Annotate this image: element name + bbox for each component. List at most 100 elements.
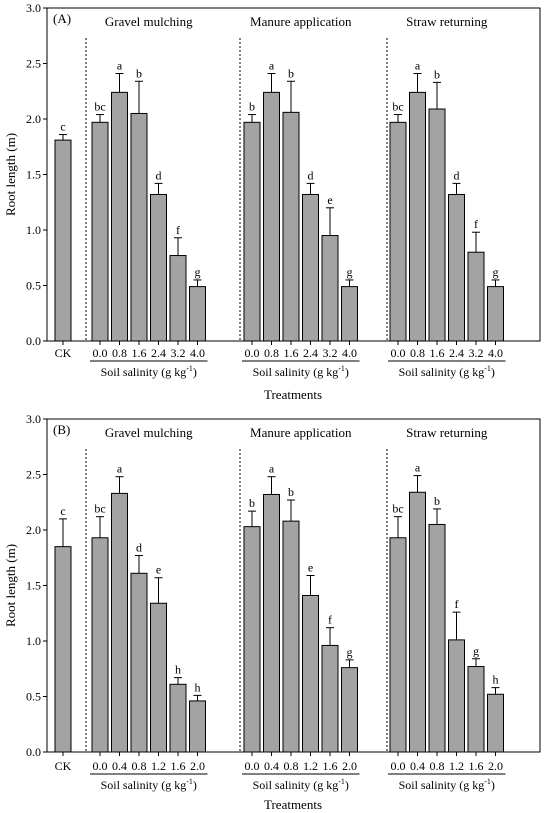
- x-tick-label: 1.2: [151, 759, 166, 773]
- significance-letter: b: [249, 496, 255, 510]
- group-title: Straw returning: [406, 14, 488, 29]
- significance-letter: b: [434, 494, 440, 508]
- x-tick-label: 1.6: [430, 346, 445, 360]
- significance-letter: h: [195, 680, 201, 694]
- bar: [111, 492, 128, 753]
- bar: [243, 526, 261, 753]
- group-x-label-sup: -1: [484, 364, 491, 373]
- group-title: Gravel mulching: [105, 14, 193, 29]
- x-axis-label: Treatments: [264, 387, 322, 402]
- significance-letter: d: [136, 541, 142, 555]
- y-tick-label: 0.0: [26, 334, 41, 348]
- significance-letter: g: [347, 265, 353, 279]
- bar: [448, 639, 465, 753]
- group-title: Manure application: [250, 425, 352, 440]
- bar: [169, 255, 187, 342]
- bar: [150, 602, 167, 753]
- significance-letter: a: [415, 58, 421, 72]
- bar: [487, 693, 504, 753]
- y-tick-label: 2.0: [26, 523, 41, 537]
- y-tick-label: 2.5: [26, 468, 41, 482]
- significance-letter: bc: [94, 502, 105, 516]
- y-tick-label: 3.0: [26, 412, 41, 426]
- bar: [428, 108, 446, 342]
- group-x-label-sup: -1: [338, 364, 345, 373]
- bar: [263, 91, 280, 342]
- x-tick-label: 1.6: [284, 346, 299, 360]
- group-title: Gravel mulching: [105, 425, 193, 440]
- significance-letter: a: [269, 58, 275, 72]
- bar: [130, 572, 148, 753]
- bar: [467, 251, 485, 342]
- group-x-label: Soil salinity (g kg-1): [399, 777, 495, 792]
- significance-letter: d: [308, 168, 314, 182]
- group-x-label-end: ): [345, 365, 349, 379]
- group-x-label-text: Soil salinity (g kg: [101, 365, 187, 379]
- x-tick-label: 1.2: [303, 759, 318, 773]
- group-x-label: Soil salinity (g kg-1): [253, 364, 349, 379]
- bar: [282, 111, 300, 342]
- bar: [302, 193, 319, 342]
- x-tick-label: 1.6: [323, 759, 338, 773]
- bar: [91, 537, 109, 753]
- significance-letter: f: [455, 597, 459, 611]
- group-x-label: Soil salinity (g kg-1): [399, 364, 495, 379]
- bar: [243, 121, 261, 342]
- bar: [302, 594, 319, 753]
- group-x-label-sup: -1: [484, 777, 491, 786]
- bar: [341, 667, 358, 753]
- chart-panel-1: 0.0 0.5 1.0 1.5 2.0 2.5 3.0 Root length (m) (A) c…: [3, 1, 541, 402]
- x-tick-label: 1.6: [469, 759, 484, 773]
- significance-letter: f: [328, 613, 332, 627]
- group-x-label-text: Soil salinity (g kg: [399, 365, 485, 379]
- group-x-label-end: ): [491, 778, 495, 792]
- significance-letter: d: [156, 168, 162, 182]
- group-x-label-text: Soil salinity (g kg: [101, 778, 187, 792]
- bar: [487, 286, 504, 342]
- y-tick-label: 1.0: [26, 634, 41, 648]
- significance-letter: h: [175, 663, 181, 677]
- x-tick-label: 0.0: [245, 346, 260, 360]
- significance-letter: g: [493, 265, 499, 279]
- group-x-label: Soil salinity (g kg-1): [253, 777, 349, 792]
- bar: [54, 546, 72, 753]
- significance-letter: e: [327, 193, 332, 207]
- x-tick-label: CK: [55, 346, 72, 360]
- bar: [189, 700, 206, 753]
- x-tick-label: 1.2: [449, 759, 464, 773]
- x-tick-label: 2.4: [449, 346, 464, 360]
- bar: [130, 112, 148, 342]
- x-tick-label: 0.0: [93, 759, 108, 773]
- bar: [169, 683, 187, 753]
- y-tick-label: 2.0: [26, 112, 41, 126]
- x-tick-label: 0.4: [112, 759, 127, 773]
- bar: [321, 235, 339, 342]
- significance-letter: a: [269, 462, 275, 476]
- x-tick-label: 0.4: [264, 759, 279, 773]
- y-tick-label: 1.5: [26, 168, 41, 182]
- bar: [263, 493, 280, 753]
- significance-letter: b: [434, 67, 440, 81]
- significance-letter: e: [308, 561, 313, 575]
- x-axis-label: Treatments: [264, 797, 322, 812]
- significance-letter: g: [195, 265, 201, 279]
- x-tick-label: 3.2: [323, 346, 338, 360]
- x-tick-label: 0.8: [132, 759, 147, 773]
- bar: [150, 193, 167, 342]
- significance-letter: bc: [94, 100, 105, 114]
- x-tick-label: 0.8: [284, 759, 299, 773]
- panel-label: (A): [53, 11, 71, 26]
- group-x-label: Soil salinity (g kg-1): [101, 777, 197, 792]
- significance-letter: b: [288, 485, 294, 499]
- x-tick-label: 1.6: [171, 759, 186, 773]
- y-axis-label: Root length (m): [3, 133, 18, 216]
- y-tick-label: 0.5: [26, 690, 41, 704]
- x-tick-label: 2.0: [342, 759, 357, 773]
- x-tick-label: 1.6: [132, 346, 147, 360]
- group-x-label-end: ): [491, 365, 495, 379]
- significance-letter: bc: [392, 502, 403, 516]
- significance-letter: a: [415, 461, 421, 475]
- significance-letter: c: [60, 120, 65, 134]
- bar: [189, 286, 206, 342]
